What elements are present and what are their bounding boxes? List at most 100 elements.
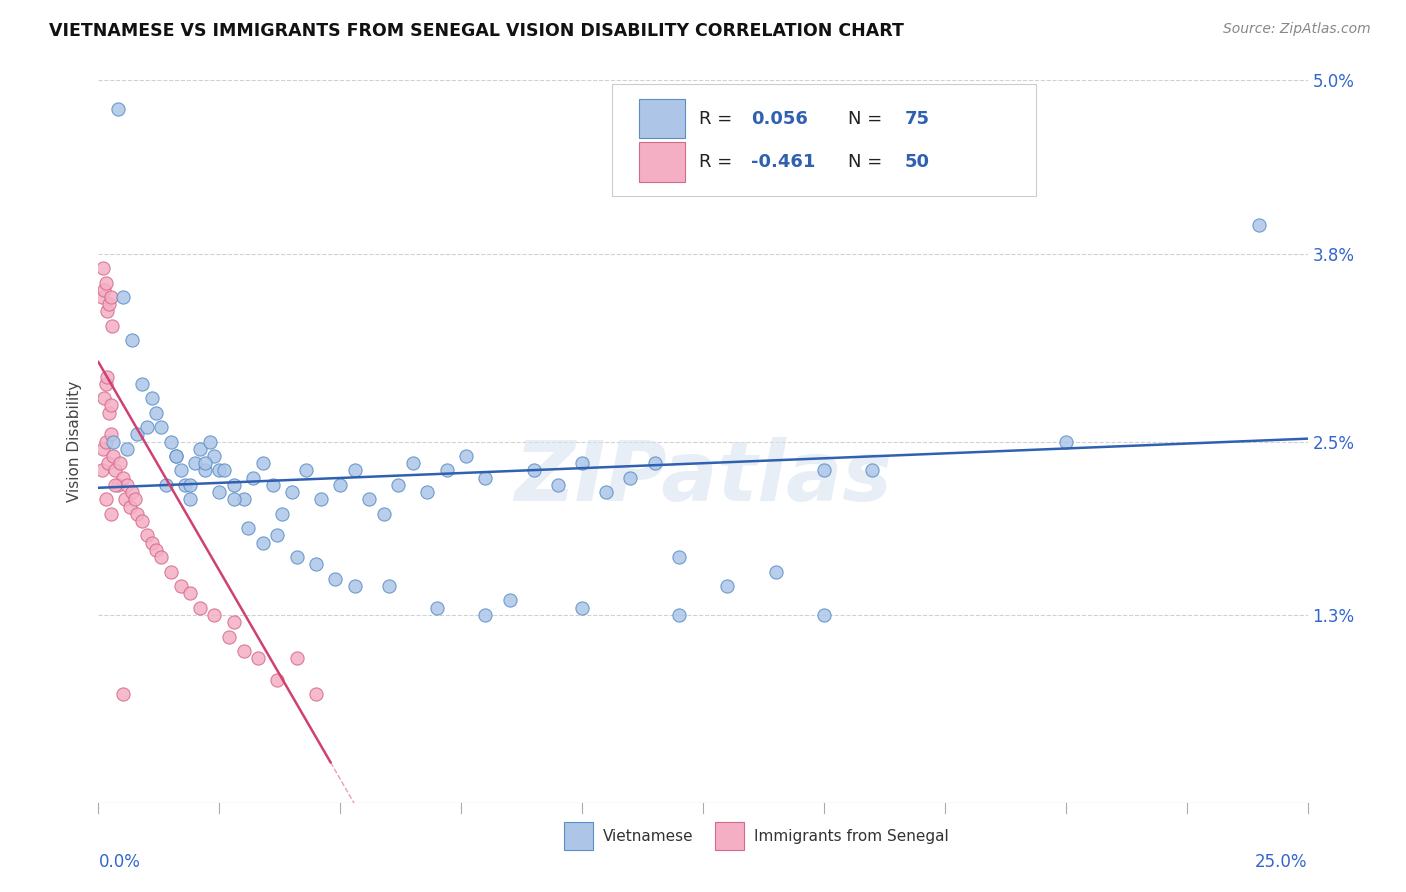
- Point: [124, 492, 146, 507]
- Point: [165, 449, 187, 463]
- Text: 0.0%: 0.0%: [98, 854, 141, 871]
- Point: [100, 290, 122, 304]
- Point: [174, 478, 197, 492]
- Point: [571, 456, 593, 470]
- Point: [127, 507, 149, 521]
- Point: [252, 535, 274, 549]
- Text: 25.0%: 25.0%: [1256, 854, 1308, 871]
- Point: [343, 463, 366, 477]
- Point: [281, 485, 304, 500]
- Point: [107, 478, 129, 492]
- Point: [242, 471, 264, 485]
- Point: [309, 492, 332, 507]
- Point: [131, 514, 153, 528]
- Y-axis label: Vision Disability: Vision Disability: [67, 381, 83, 502]
- Point: [169, 579, 191, 593]
- Text: 50: 50: [905, 153, 929, 171]
- Point: [436, 463, 458, 477]
- Point: [94, 492, 117, 507]
- Point: [387, 478, 409, 492]
- Point: [141, 535, 163, 549]
- Point: [94, 276, 117, 290]
- Point: [97, 456, 120, 470]
- Point: [117, 442, 139, 456]
- Point: [262, 478, 284, 492]
- Point: [188, 442, 211, 456]
- Point: [523, 463, 546, 477]
- Point: [402, 456, 425, 470]
- Point: [111, 687, 134, 701]
- Bar: [638, 142, 685, 182]
- Point: [329, 478, 352, 492]
- Point: [91, 290, 114, 304]
- Point: [145, 406, 167, 420]
- Point: [813, 463, 835, 477]
- Point: [668, 550, 690, 565]
- Point: [271, 507, 294, 521]
- Point: [127, 427, 149, 442]
- Point: [135, 528, 157, 542]
- Point: [305, 558, 328, 572]
- Point: [118, 500, 141, 514]
- Point: [96, 304, 118, 318]
- Point: [91, 261, 114, 276]
- Point: [101, 434, 124, 449]
- Point: [212, 463, 235, 477]
- Point: [498, 593, 520, 607]
- Point: [96, 369, 118, 384]
- Point: [91, 463, 114, 477]
- Point: [343, 579, 366, 593]
- Point: [204, 607, 226, 622]
- Point: [117, 478, 139, 492]
- Point: [454, 449, 477, 463]
- Text: N =: N =: [848, 153, 889, 171]
- Point: [94, 434, 117, 449]
- Point: [204, 449, 226, 463]
- Point: [179, 492, 201, 507]
- Bar: [564, 822, 593, 850]
- Point: [160, 434, 183, 449]
- Point: [860, 463, 883, 477]
- Point: [238, 521, 260, 535]
- Point: [93, 283, 115, 297]
- Point: [619, 471, 641, 485]
- Point: [160, 565, 183, 579]
- Point: [198, 434, 221, 449]
- Text: ZIPatlas: ZIPatlas: [515, 437, 891, 518]
- Point: [98, 297, 121, 311]
- Point: [325, 572, 347, 586]
- Point: [93, 391, 115, 405]
- Point: [474, 607, 496, 622]
- Point: [100, 507, 122, 521]
- Point: [100, 427, 122, 442]
- Point: [121, 485, 143, 500]
- Point: [100, 398, 122, 412]
- Point: [101, 318, 124, 333]
- Point: [165, 449, 187, 463]
- Text: R =: R =: [699, 153, 738, 171]
- Point: [595, 485, 617, 500]
- Point: [179, 586, 201, 600]
- Point: [377, 579, 399, 593]
- Point: [184, 456, 207, 470]
- Point: [208, 485, 231, 500]
- Point: [474, 471, 496, 485]
- Point: [179, 478, 201, 492]
- Point: [285, 651, 308, 665]
- Point: [150, 550, 173, 565]
- Point: [1249, 218, 1271, 232]
- Point: [107, 102, 129, 116]
- Point: [285, 550, 308, 565]
- Text: -0.461: -0.461: [751, 153, 815, 171]
- Point: [111, 290, 134, 304]
- Text: Source: ZipAtlas.com: Source: ZipAtlas.com: [1223, 22, 1371, 37]
- Point: [247, 651, 270, 665]
- Point: [373, 507, 395, 521]
- Point: [94, 376, 117, 391]
- Point: [1054, 434, 1077, 449]
- Point: [155, 478, 177, 492]
- Point: [222, 492, 245, 507]
- Text: VIETNAMESE VS IMMIGRANTS FROM SENEGAL VISION DISABILITY CORRELATION CHART: VIETNAMESE VS IMMIGRANTS FROM SENEGAL VI…: [49, 22, 904, 40]
- Point: [668, 607, 690, 622]
- Point: [141, 391, 163, 405]
